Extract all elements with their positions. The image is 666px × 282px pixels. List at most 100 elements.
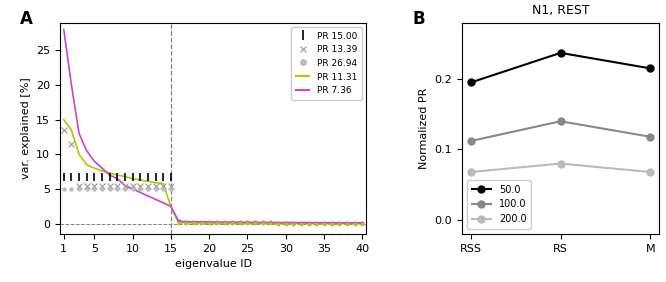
Point xyxy=(280,221,291,226)
Point xyxy=(97,174,107,179)
100.0 xyxy=(467,139,475,143)
Point xyxy=(273,220,284,225)
Point xyxy=(105,174,115,179)
Point xyxy=(173,220,184,225)
Point xyxy=(296,221,306,226)
Point xyxy=(74,174,85,179)
Point xyxy=(334,221,344,225)
50.0 xyxy=(467,81,475,84)
Point xyxy=(120,183,131,188)
Point xyxy=(234,220,245,224)
Point xyxy=(357,221,368,225)
Point xyxy=(234,221,245,226)
Point xyxy=(66,174,77,179)
Legend: 50.0, 100.0, 200.0: 50.0, 100.0, 200.0 xyxy=(467,180,531,229)
Point xyxy=(227,221,238,226)
Point xyxy=(89,183,100,188)
200.0 xyxy=(647,170,655,174)
Point xyxy=(59,128,69,132)
Point xyxy=(357,221,368,226)
Point xyxy=(112,183,123,188)
Line: 50.0: 50.0 xyxy=(468,49,654,86)
Point xyxy=(97,187,107,191)
Point xyxy=(81,187,92,191)
Point xyxy=(97,183,107,188)
Point xyxy=(135,187,146,191)
Point xyxy=(151,187,161,191)
Point xyxy=(74,187,85,191)
Line: 200.0: 200.0 xyxy=(468,160,654,175)
Point xyxy=(212,220,222,224)
Point xyxy=(112,174,123,179)
Point xyxy=(273,221,284,226)
50.0 xyxy=(647,67,655,70)
X-axis label: eigenvalue ID: eigenvalue ID xyxy=(174,259,252,269)
Point xyxy=(227,220,238,224)
Point xyxy=(311,221,322,225)
Text: A: A xyxy=(20,10,33,28)
Point xyxy=(196,220,207,224)
Point xyxy=(342,221,352,225)
Point xyxy=(288,221,299,226)
Point xyxy=(204,220,214,224)
Point xyxy=(219,220,230,224)
Point xyxy=(181,219,192,224)
Point xyxy=(280,220,291,225)
Point xyxy=(212,221,222,226)
Point xyxy=(258,220,268,225)
Point xyxy=(81,183,92,188)
Point xyxy=(188,221,199,225)
Point xyxy=(250,221,260,226)
Point xyxy=(166,187,176,191)
Point xyxy=(143,174,153,179)
Point xyxy=(265,221,276,226)
Point xyxy=(326,221,337,226)
Point xyxy=(105,183,115,188)
Point xyxy=(127,187,138,191)
Point xyxy=(135,174,146,179)
Point xyxy=(59,187,69,191)
50.0 xyxy=(557,51,565,55)
Point xyxy=(120,187,131,191)
Point xyxy=(151,183,161,188)
Point xyxy=(242,220,253,224)
Y-axis label: var. explained [%]: var. explained [%] xyxy=(21,78,31,179)
Point xyxy=(288,220,299,225)
Point xyxy=(158,174,168,179)
Y-axis label: Normalized PR: Normalized PR xyxy=(419,88,429,169)
Point xyxy=(181,221,192,225)
Point xyxy=(143,187,153,191)
Point xyxy=(66,187,77,191)
Point xyxy=(158,187,168,191)
Point xyxy=(127,183,138,188)
Point xyxy=(204,221,214,225)
Point xyxy=(250,220,260,225)
Point xyxy=(158,183,168,188)
Point xyxy=(151,174,161,179)
200.0 xyxy=(557,162,565,165)
Point xyxy=(334,221,344,226)
Point xyxy=(326,221,337,225)
Point xyxy=(81,174,92,179)
Legend: PR 15.00, PR 13.39, PR 26.94, PR 11.31, PR 7.36: PR 15.00, PR 13.39, PR 26.94, PR 11.31, … xyxy=(292,27,362,100)
Point xyxy=(265,220,276,225)
100.0 xyxy=(557,120,565,123)
Point xyxy=(127,174,138,179)
Point xyxy=(173,219,184,224)
Point xyxy=(242,221,253,226)
Point xyxy=(296,220,306,225)
Point xyxy=(349,221,360,226)
Point xyxy=(59,174,69,179)
Point xyxy=(143,183,153,188)
Point xyxy=(135,183,146,188)
Point xyxy=(112,187,123,191)
Point xyxy=(304,221,314,226)
Point xyxy=(120,174,131,179)
Point xyxy=(89,187,100,191)
Point xyxy=(319,221,330,225)
Title: N1, REST: N1, REST xyxy=(531,4,589,17)
Point xyxy=(74,183,85,188)
Point xyxy=(311,221,322,226)
200.0 xyxy=(467,170,475,174)
Point xyxy=(304,220,314,225)
